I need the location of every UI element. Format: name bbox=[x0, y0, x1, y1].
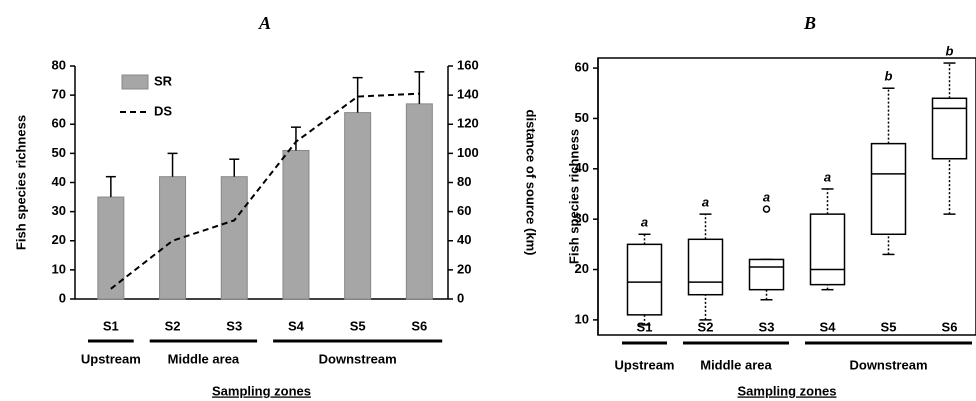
zone-label: Middle area bbox=[700, 357, 772, 372]
y-tick-label: 60 bbox=[52, 116, 66, 131]
bar bbox=[220, 176, 248, 300]
panel-title: A bbox=[258, 13, 271, 33]
box bbox=[748, 258, 785, 291]
legend-label: SR bbox=[154, 73, 173, 88]
y-tick-label: 20 bbox=[575, 261, 589, 276]
y-tick-label: 70 bbox=[52, 87, 66, 102]
y2-tick-label: 0 bbox=[457, 290, 464, 305]
outlier bbox=[762, 205, 771, 213]
y2-tick-label: 20 bbox=[457, 261, 471, 276]
y2-tick-label: 80 bbox=[457, 174, 471, 189]
bar bbox=[344, 112, 372, 300]
zone-label: Upstream bbox=[81, 351, 141, 366]
x-tick-label: S3 bbox=[226, 318, 242, 333]
y2-tick-label: 120 bbox=[457, 116, 479, 131]
x-tick-label: S6 bbox=[942, 319, 958, 334]
annotation: a bbox=[824, 169, 831, 184]
y-tick-label: 60 bbox=[575, 60, 589, 75]
y-tick-label: 10 bbox=[575, 311, 589, 326]
annotation: a bbox=[763, 190, 770, 205]
x-tick-label: S2 bbox=[165, 318, 181, 333]
y-tick-label: 20 bbox=[52, 232, 66, 247]
box bbox=[870, 142, 907, 236]
y2-tick-label: 100 bbox=[457, 145, 479, 160]
x-tick-label: S4 bbox=[288, 318, 305, 333]
y-tick-label: 40 bbox=[575, 160, 589, 175]
y-tick-label: 50 bbox=[575, 110, 589, 125]
bar bbox=[282, 149, 310, 300]
x-axis-label: Sampling zones bbox=[738, 383, 837, 398]
x-tick-label: S2 bbox=[698, 319, 714, 334]
y2-tick-label: 60 bbox=[457, 203, 471, 218]
x-tick-label: S5 bbox=[350, 318, 366, 333]
annotation: b bbox=[946, 43, 954, 58]
x-tick-label: S6 bbox=[411, 318, 427, 333]
legend-label: DS bbox=[154, 103, 172, 118]
x-axis-label: Sampling zones bbox=[212, 383, 311, 398]
x-tick-label: S4 bbox=[820, 319, 837, 334]
legend-swatch bbox=[121, 74, 149, 90]
y2-tick-label: 140 bbox=[457, 87, 479, 102]
y-tick-label: 30 bbox=[52, 203, 66, 218]
y-axis-label: Fish species richness bbox=[13, 115, 28, 250]
box bbox=[626, 243, 663, 316]
y-tick-label: 10 bbox=[52, 261, 66, 276]
zone-label: Middle area bbox=[168, 351, 240, 366]
x-tick-label: S3 bbox=[759, 319, 775, 334]
zone-label: Downstream bbox=[849, 357, 927, 372]
line bbox=[110, 92, 420, 290]
y-axis-label: Fish species richness bbox=[566, 129, 581, 264]
x-tick-label: S5 bbox=[881, 319, 897, 334]
y2-tick-label: 40 bbox=[457, 232, 471, 247]
annotation: b bbox=[885, 69, 893, 84]
y2-axis-label: distance of source (km) bbox=[524, 110, 539, 256]
box bbox=[809, 213, 846, 286]
annotation: a bbox=[641, 215, 648, 230]
bar bbox=[159, 176, 187, 300]
x-tick-label: S1 bbox=[637, 319, 653, 334]
box bbox=[687, 238, 724, 296]
x-tick-label: S1 bbox=[103, 318, 119, 333]
y-tick-label: 0 bbox=[59, 290, 66, 305]
bar bbox=[405, 103, 433, 300]
annotation: a bbox=[702, 195, 709, 210]
box bbox=[931, 97, 968, 160]
y-tick-label: 40 bbox=[52, 174, 66, 189]
bar bbox=[97, 196, 125, 300]
zone-label: Downstream bbox=[319, 351, 397, 366]
y-tick-label: 50 bbox=[52, 145, 66, 160]
y2-tick-label: 160 bbox=[457, 57, 479, 72]
panel-title: B bbox=[803, 13, 816, 33]
y-tick-label: 30 bbox=[575, 211, 589, 226]
y-tick-label: 80 bbox=[52, 57, 66, 72]
plot-frame bbox=[597, 57, 976, 336]
zone-label: Upstream bbox=[615, 357, 675, 372]
